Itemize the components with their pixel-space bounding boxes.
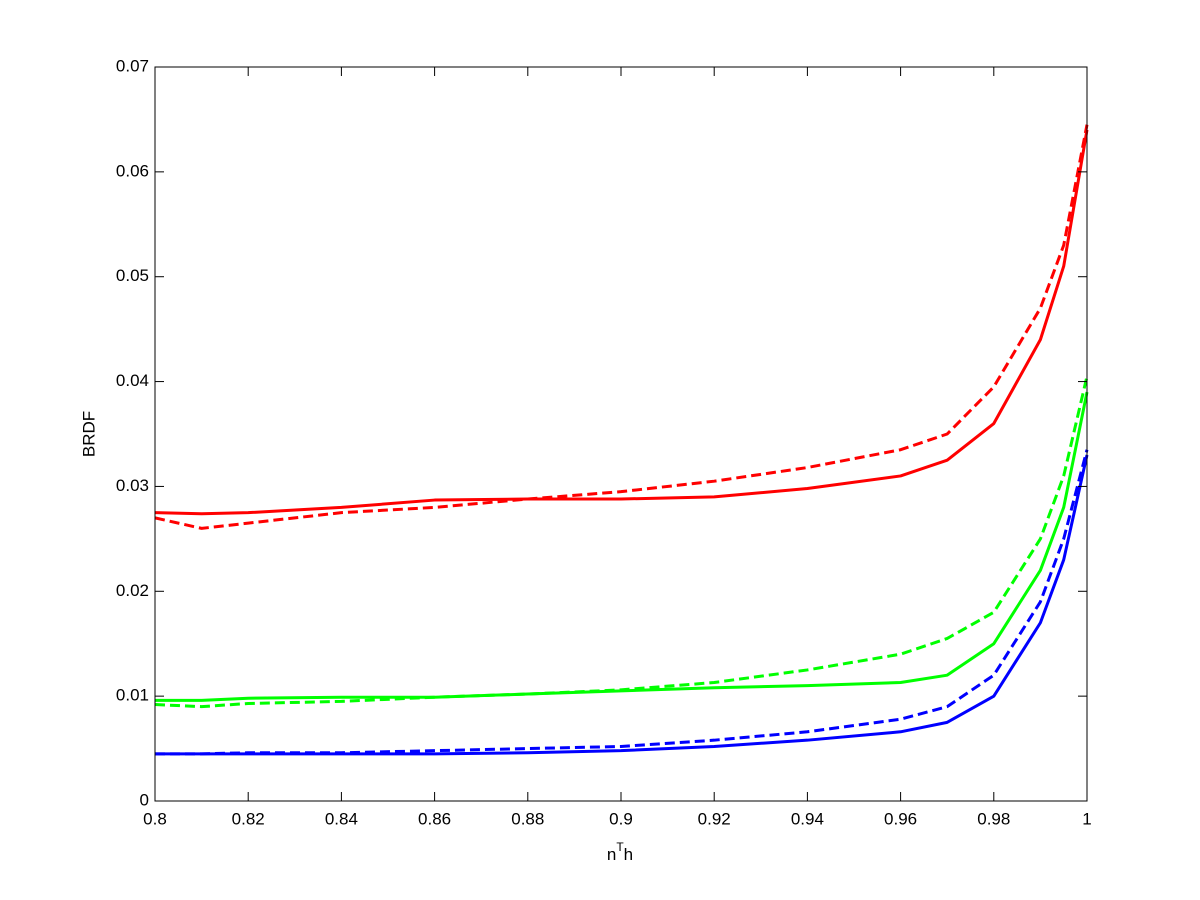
data-line (155, 449, 1089, 756)
data-line (154, 124, 1089, 530)
data-line (155, 391, 1089, 702)
y-tick-label: 0.07 (116, 56, 149, 75)
y-tick-label: 0.04 (116, 371, 149, 390)
x-axis-label-base: n (607, 845, 616, 864)
x-axis-label: nTh (607, 840, 633, 864)
y-tick-label: 0.01 (116, 686, 149, 705)
y-tick-label: 0 (140, 790, 149, 809)
data-line (154, 129, 1089, 516)
x-tick-label: 0.88 (511, 809, 544, 828)
y-tick-label: 0.03 (116, 476, 149, 495)
x-tick-label: 0.86 (418, 809, 451, 828)
x-tick-label: 0.8 (143, 809, 167, 828)
y-tick-label: 0.06 (116, 161, 149, 180)
x-tick-label: 0.9 (609, 809, 633, 828)
y-tick-label: 0.02 (116, 581, 149, 600)
plot-frame (154, 66, 1088, 802)
x-axis-label-tail: h (624, 845, 633, 864)
y-axis-label: BRDF (79, 411, 98, 457)
x-tick-label: 0.84 (325, 809, 358, 828)
x-tick-label: 1 (1082, 809, 1091, 828)
x-tick-label: 0.94 (791, 809, 824, 828)
y-tick-label: 0.05 (116, 266, 149, 285)
x-tick-label: 0.96 (884, 809, 917, 828)
x-tick-label: 0.82 (232, 809, 265, 828)
data-line (154, 375, 1089, 709)
x-axis-label-sup: T (616, 840, 624, 854)
x-tick-label: 0.92 (698, 809, 731, 828)
x-tick-label: 0.98 (977, 809, 1010, 828)
